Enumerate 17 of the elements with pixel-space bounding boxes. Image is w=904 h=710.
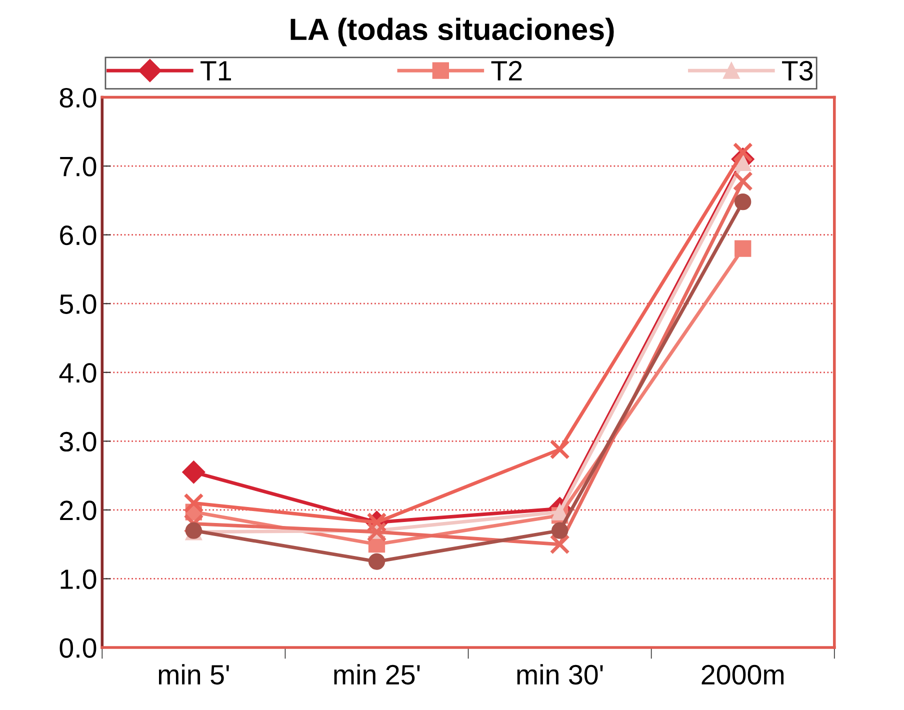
y-tick-label: 5.0 bbox=[60, 294, 96, 314]
x-tick-label: min 5' bbox=[158, 664, 229, 685]
chart-title: LA (todas situaciones) bbox=[290, 18, 614, 46]
y-tick-label: 4.0 bbox=[59, 363, 96, 383]
y-tick-label: 6.0 bbox=[60, 226, 96, 246]
y-tick-label: 2.0 bbox=[60, 500, 96, 520]
y-tick-label: 1.0 bbox=[60, 569, 96, 590]
x-tick-label: min 30' bbox=[517, 664, 603, 685]
legend-label: T1 bbox=[200, 61, 231, 80]
y-tick-label: 3.0 bbox=[60, 432, 96, 452]
x-tick-label: min 25' bbox=[334, 664, 420, 685]
y-tick-label: 7.0 bbox=[60, 156, 96, 176]
y-tick-label: 0.0 bbox=[60, 638, 96, 658]
legend-label: T3 bbox=[782, 60, 813, 81]
x-tick-label: 2000m bbox=[702, 664, 784, 685]
legend-label: T2 bbox=[491, 60, 522, 80]
y-tick-label: 8.0 bbox=[60, 88, 96, 108]
